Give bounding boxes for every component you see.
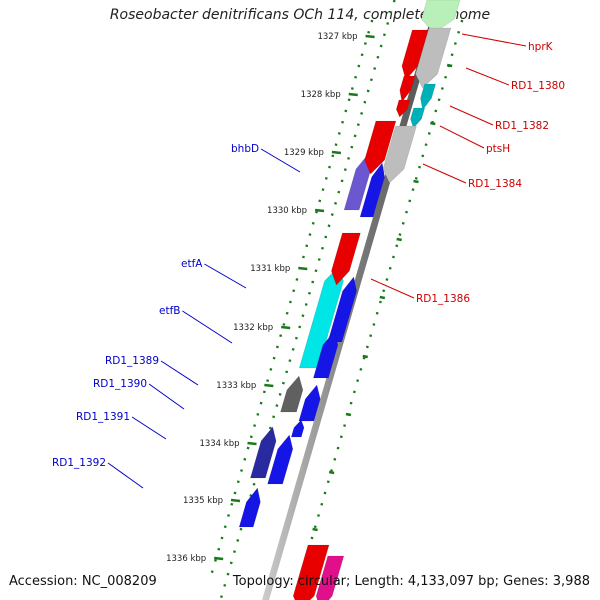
accession-text: Accession: NC_008209 — [9, 574, 157, 589]
gene-RD1_1386 — [331, 232, 361, 286]
gene-RD1_1382-part — [395, 99, 411, 118]
gene-next-red — [292, 544, 330, 600]
ruler-tick — [298, 266, 308, 271]
gene-label-forward: etfA — [181, 258, 203, 270]
ruler-tick-label: 1332 kbp — [233, 323, 273, 333]
leader-line — [422, 163, 467, 184]
gene-RD1_1384-cds — [382, 125, 417, 184]
ruler-tick-inner — [413, 179, 419, 184]
ruler-tick-label: 1328 kbp — [301, 90, 341, 100]
ruler-tick-label: 1327 kbp — [317, 32, 357, 42]
ruler-tick — [314, 208, 325, 213]
ruler-tick-inner — [430, 121, 436, 126]
ruler-tick — [264, 383, 274, 388]
leader-line — [465, 67, 510, 86]
gene-RD1_1389 — [280, 375, 304, 413]
gene-RD1_1391 — [250, 426, 277, 479]
ruler-tick-inner — [396, 237, 402, 242]
ruler-tick-inner — [312, 527, 318, 532]
ruler-tick-inner — [328, 470, 335, 475]
gene-etfB-cds — [313, 330, 339, 379]
ruler-tick-inner — [446, 63, 453, 68]
genome-stats-text: Topology: circular; Length: 4,133,097 bp… — [232, 574, 590, 589]
gene-hprK-head — [421, 0, 461, 34]
ruler-tick-label: 1329 kbp — [284, 148, 324, 158]
ruler-ticks: 1327 kbp 1328 kbp 1329 kbp 1330 kbp 1331 kbp… — [166, 32, 453, 590]
gene-RD1_1392 — [267, 434, 294, 485]
gene-RD1_1380 — [415, 27, 452, 89]
ruler-tick-label: 1335 kbp — [183, 496, 223, 506]
ruler-tick-label: 1333 kbp — [216, 381, 256, 391]
gene-label-forward: bhbD — [231, 143, 259, 155]
ruler-tick — [247, 441, 257, 446]
ruler-tick-inner — [345, 412, 352, 417]
gene-label-forward: RD1_1392 — [52, 457, 106, 469]
leader-line — [370, 278, 415, 299]
gene-bhbD-cds — [359, 162, 386, 218]
gene-RD1_1382 — [420, 83, 436, 111]
ruler-track-dotted — [210, 19, 374, 576]
leader-line — [260, 148, 301, 173]
gene-label-reverse: RD1_1382 — [495, 120, 549, 132]
gene-RD1_1384 — [364, 120, 397, 175]
ruler-tick — [214, 556, 224, 561]
ruler-tick-label: 1330 kbp — [267, 206, 307, 216]
ruler-tick — [365, 34, 375, 39]
ruler-tick-inner — [379, 295, 386, 300]
ruler-tick-label: 1336 kbp — [166, 554, 206, 564]
leader-line — [461, 33, 527, 47]
ruler-tracks — [210, 0, 464, 600]
ruler-track-dotted — [300, 19, 464, 576]
leader-line — [182, 310, 233, 344]
gene-label-forward: RD1_1391 — [76, 411, 130, 423]
leader-line — [107, 462, 144, 489]
gene-label-forward: RD1_1389 — [105, 355, 159, 367]
gene-label-reverse: ptsH — [486, 143, 510, 155]
leader-line — [449, 105, 494, 126]
leader-line — [148, 383, 185, 410]
ruler-tick — [281, 325, 291, 330]
leader-line — [204, 263, 247, 289]
map-title: Roseobacter denitrificans OCh 114, compl… — [109, 7, 491, 23]
gene-labels: bhbD etfA etfB RD1_1389 RD1_1390 RD1_1391 RD1_… — [52, 33, 565, 489]
ruler-tick — [230, 498, 241, 503]
gene-RD1_1390 — [298, 384, 321, 422]
gene-RD1_1380-part — [399, 75, 416, 103]
gene-label-forward: etfB — [159, 305, 180, 317]
gene-label-forward: RD1_1390 — [93, 378, 147, 390]
gene-label-reverse: RD1_1386 — [416, 293, 470, 305]
gene-hprK — [401, 29, 429, 81]
gene-RD1_1390-part — [290, 419, 305, 438]
gene-features — [238, 0, 461, 600]
ruler-tick — [331, 150, 342, 155]
ruler-tick-inner — [362, 354, 369, 359]
leader-line — [439, 125, 485, 149]
gene-RD1_1392-part — [238, 487, 261, 528]
gene-ptsH — [410, 107, 426, 129]
leader-line — [131, 416, 167, 440]
gene-label-reverse: RD1_1384 — [468, 178, 522, 190]
leader-line — [160, 360, 199, 386]
ruler-tick — [348, 92, 358, 97]
gene-label-reverse: hprK — [528, 41, 554, 53]
ruler-tick-label: 1331 kbp — [250, 264, 290, 274]
ruler-tick-label: 1334 kbp — [199, 439, 239, 449]
gene-next-pink — [315, 555, 345, 600]
gene-label-reverse: RD1_1380 — [511, 80, 565, 92]
gene-etfA — [298, 266, 344, 369]
